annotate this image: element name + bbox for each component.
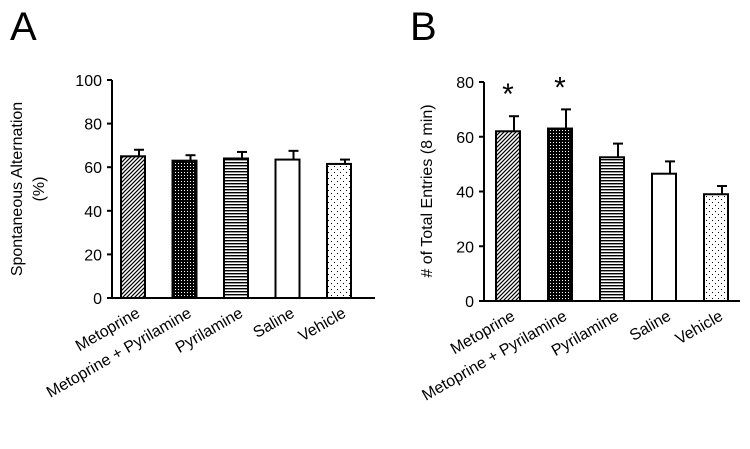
y-tick-label: 60 (456, 130, 474, 147)
significance-marker: * (502, 78, 514, 111)
y-axis-label: Spontaneous Alternation (9, 102, 26, 276)
significance-marker: * (554, 71, 566, 104)
y-axis-label: (%) (31, 177, 48, 202)
y-tick-label: 80 (456, 75, 474, 92)
y-tick-label: 20 (456, 239, 474, 256)
y-tick-label: 40 (84, 204, 102, 221)
bar-metoprine-pyrilamine (547, 127, 573, 302)
bar-metoprine-pyrilamine (171, 159, 198, 299)
y-tick-label: 40 (456, 185, 474, 202)
y-tick-label: 60 (84, 160, 102, 177)
y-axis-label: # of Total Entries (8 min) (419, 104, 436, 277)
chart-panel-b: B# of Total Entries (8 min)020406080Meto… (410, 5, 740, 405)
bar-vehicle (703, 193, 729, 302)
bar-metoprine (495, 130, 521, 302)
x-category-label: Saline (250, 305, 297, 342)
y-tick-label: 0 (465, 294, 474, 311)
bar-pyrilamine (599, 156, 625, 302)
y-tick-label: 20 (84, 247, 102, 264)
bar-vehicle (326, 162, 352, 299)
y-tick-label: 100 (75, 73, 102, 90)
bar-saline (651, 172, 677, 302)
bar-pyrilamine (223, 157, 249, 299)
y-tick-label: 0 (93, 291, 102, 308)
bar-saline (274, 158, 301, 299)
panel-letter: A (10, 5, 37, 49)
x-category-label: Vehicle (296, 305, 349, 346)
x-category-label: Saline (627, 308, 674, 345)
bar-metoprine (120, 155, 146, 299)
y-tick-label: 80 (84, 117, 102, 134)
panel-letter: B (410, 5, 437, 49)
x-category-label: Vehicle (673, 308, 726, 349)
